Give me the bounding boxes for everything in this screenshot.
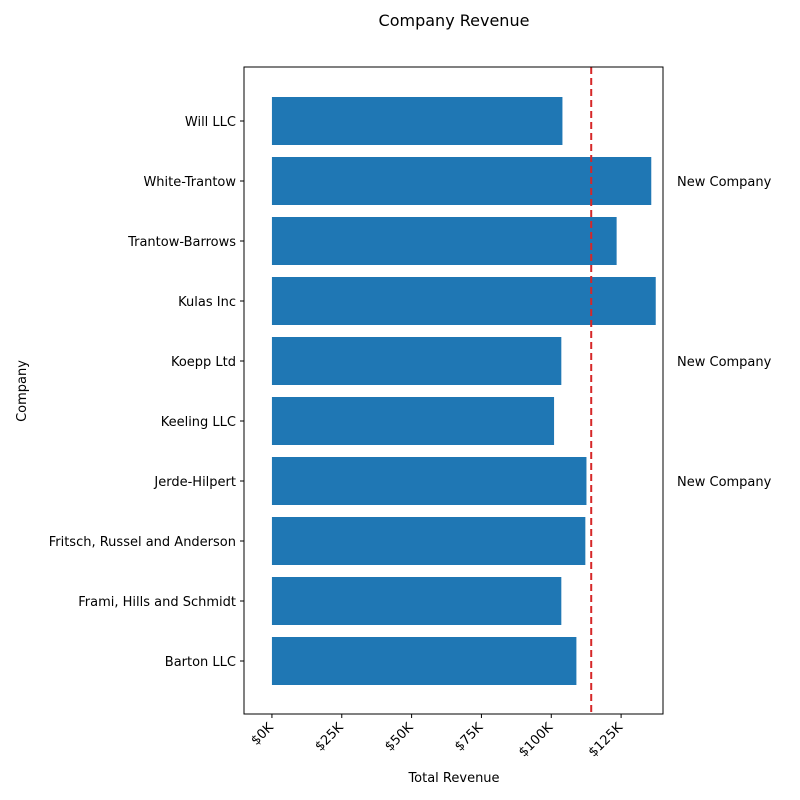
y-tick-label: Frami, Hills and Schmidt bbox=[78, 595, 236, 610]
annotations-group: New Company New Company New Company bbox=[677, 175, 772, 490]
x-axis-ticks: $0K $25K $50K $75K $100K $125K bbox=[248, 714, 626, 760]
plot-frame bbox=[243, 66, 664, 715]
annotation-label: New Company bbox=[677, 355, 772, 370]
y-tick-label: Barton LLC bbox=[165, 655, 236, 670]
bar bbox=[271, 277, 656, 325]
y-tick-label: Kulas Inc bbox=[178, 295, 236, 310]
x-tick-label: $0K bbox=[248, 720, 277, 749]
y-tick-label: Koepp Ltd bbox=[171, 355, 236, 370]
bar bbox=[271, 397, 555, 445]
y-tick-label: White-Trantow bbox=[143, 175, 236, 190]
y-tick-label: Trantow-Barrows bbox=[127, 235, 236, 250]
bars-group bbox=[271, 97, 656, 685]
y-tick-label: Will LLC bbox=[185, 115, 236, 130]
bar bbox=[271, 457, 587, 505]
y-tick-label: Keeling LLC bbox=[161, 415, 236, 430]
bar bbox=[271, 337, 562, 385]
annotation-label: New Company bbox=[677, 175, 772, 190]
x-tick-label: $100K bbox=[516, 720, 556, 760]
bar bbox=[271, 517, 586, 565]
x-axis-label: Total Revenue bbox=[407, 771, 499, 786]
bar bbox=[271, 577, 562, 625]
x-tick-label: $50K bbox=[382, 720, 417, 755]
y-axis-ticks: Barton LLC Frami, Hills and Schmidt Fritsc… bbox=[49, 115, 244, 670]
x-tick-label: $25K bbox=[312, 720, 347, 755]
y-tick-label: Jerde-Hilpert bbox=[153, 475, 236, 490]
y-axis-label: Company bbox=[15, 360, 30, 422]
bar bbox=[271, 97, 563, 145]
x-tick-label: $125K bbox=[586, 720, 626, 760]
y-tick-label: Fritsch, Russel and Anderson bbox=[49, 535, 236, 550]
bar bbox=[271, 637, 577, 685]
bar bbox=[271, 217, 617, 265]
chart-title: Company Revenue bbox=[379, 11, 530, 30]
annotation-label: New Company bbox=[677, 475, 772, 490]
bar bbox=[271, 157, 652, 205]
x-tick-label: $75K bbox=[452, 720, 487, 755]
